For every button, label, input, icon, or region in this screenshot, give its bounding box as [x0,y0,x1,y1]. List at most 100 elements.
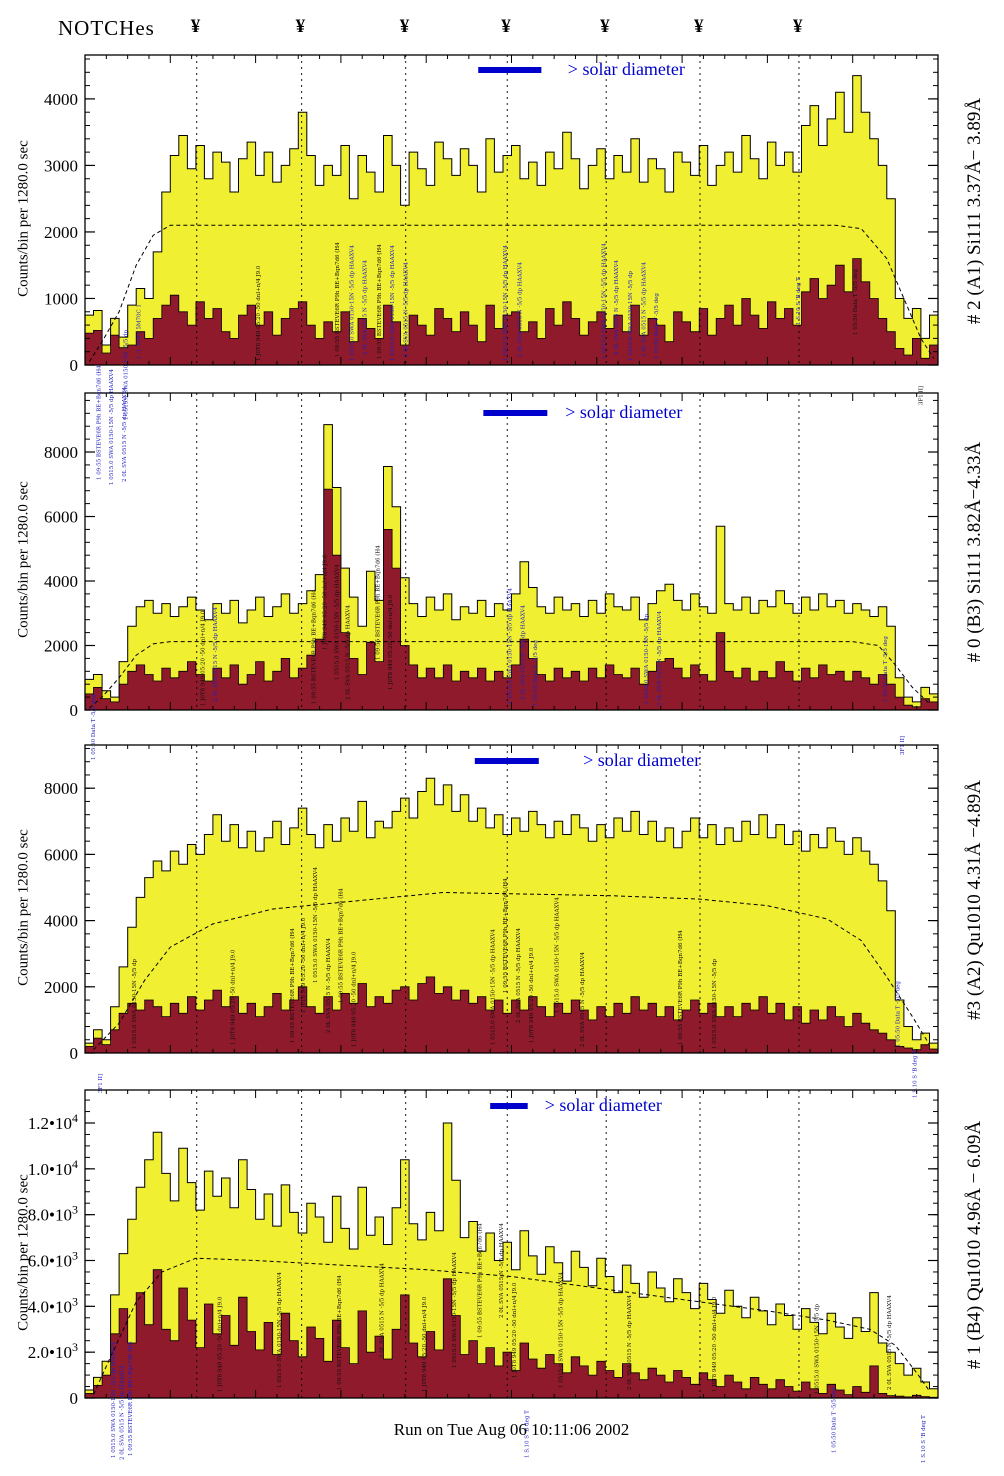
event-annotation: 2 0L SVA 0515 N -5/5 dp HAAXV4 [627,1295,633,1390]
event-annotation: 1 09:55 BSTEVE6R P9h BE+Bqn7d6 (H4 [338,888,345,1003]
y-tick-label: 0 [70,1389,79,1408]
y-tick-label: 0 [70,356,79,375]
y-axis-label-panel-1: Counts/bin per 1280.0 sec [15,140,32,297]
event-annotation: 3F1 II] [919,386,925,405]
event-annotation: 2 0L SVA 0515 N -5/5 dp HAAXV4 [122,387,128,482]
y-axis-label-panel-4: Counts/bin per 1280.0 sec [15,1174,32,1331]
run-timestamp: Run on Tue Aug 06 10:11:06 2002 [393,1420,630,1439]
y-tick-label: 4000 [44,912,78,931]
y-axis-label-panel-3: Counts/bin per 1280.0 sec [15,829,32,986]
page-title: NOTCHes [58,16,155,40]
model-curve [88,641,930,709]
y-tick-label: 1000 [44,289,78,308]
event-annotation: 2 0L SVA 0515 N -5/5 dp HAAXV4 [580,952,586,1047]
solar-diameter-bar [490,1103,528,1109]
event-annotation: 1 S.10 S 'B deg T [525,1410,531,1458]
event-annotation: 1 0515.0 SWA 0150-15N -5/5 dp HAAXV4 [390,245,396,361]
event-annotation: 1 05:50 Data T -5/5 deg [91,694,97,760]
event-annotation: 1 S.10 S 'B deg T [796,277,802,325]
event-annotation: 1 0515.0 SWA 0150-15N -5/5 dp [628,270,634,361]
panel-3-plot: 0 2000 4000 6000 8000 > solar diameter 3F1 II]… [44,744,939,1098]
channel-label-panel-1: # 2 (A1) Si111 3.37Å− 3.89Å [964,97,985,325]
event-annotation: 1 05:50 Data T -5/5 deg [883,636,889,702]
y-tick-label: 4000 [44,572,78,591]
event-annotation: 2 0L SVA 0515 N -5/5 dp HAAXV4 [345,605,351,700]
y-tick-label: 1.0•104 [28,1157,78,1179]
event-annotation: 1 0515.0 SWA 0150-15N -5/5 dp [815,1303,821,1394]
notch-marker: ¥ [600,16,610,37]
event-annotation: 2 0L SVA 0515 N -5/5 dp HAAXV4 [641,262,647,357]
event-annotation: 1 0515.0 SWA 0150-15N -5/5 dp HAAXV4 [334,564,340,680]
event-annotation: 1 0515.0 SWA 0150-15N -5/5 dp HAAXV4 [350,245,356,361]
solar-diameter-label: > solar diameter [545,1095,662,1115]
event-annotation: 1 J0T8 949 05:20 -50 dnl+n/4 J9.0 [712,1296,718,1392]
notch-marker: ¥ [190,16,201,37]
event-annotation: 1 0515.0 SWA 0150-15N -5/5 dp HAAXV4 [452,1252,458,1368]
notch-marker: ¥ [694,16,704,37]
y-axis-label-panel-2: Counts/bin per 1280.0 sec [15,481,32,638]
event-annotation: 1 J0T8 949 05:20 -50 dnl+n/4 J9.0 [301,917,307,1013]
event-annotation: 1 0515.0 SWA 0150-15N -5/5 dp HAAXV4 [111,1342,117,1458]
solar-diameter-label: > solar diameter [568,59,685,79]
event-annotation: 1 0515.0 SWA 0150-15N -5/5 dp HAAXV4 [109,369,115,485]
event-annotation: 1 0515.0 SWA 0150-15N -5/5 dp HAAXV4 [277,1272,283,1388]
y-tick-label: 8000 [44,779,78,798]
y-tick-label: 8.0•103 [28,1203,78,1225]
event-annotation: 1 05:50 Data T -5/5 deg [896,981,902,1047]
model-curve [88,224,935,362]
event-annotation: 1 09:55 BSTEVE6R P9h BE+Bqn7d6 (H4 [477,1223,484,1338]
y-tick-label: 4000 [44,90,78,109]
event-annotation: 1 J0T8 949 05:20 -50 dnl+n/4 J9.0 [529,947,535,1043]
y-tick-label: 6.0•103 [28,1249,78,1271]
panel-2-plot: 0 2000 4000 6000 8000 > solar diameter 1 05:50… [44,365,939,760]
event-annotation: 1 09:55 BSTEVE6R P9h BE+Bqn7d6 (H4 [374,545,381,660]
y-tick-label: 0 [70,701,79,720]
y-tick-label: 6000 [44,845,78,864]
y-tick-label: 4.0•103 [28,1294,78,1316]
event-annotation: 1 J0T8 949 05:20 -50 dnl+n/4 J9.0 [217,1296,223,1392]
notch-marker: ¥ [399,16,410,37]
event-annotation: 1 09:55 BSTEVE6R P9h BE+Bqn7d6 (H4 [336,1275,343,1390]
background-counts-histogram [84,976,939,1054]
event-annotation: 1 0515.0 SWA 0150-15N -5/5 dp [124,329,130,420]
panel-group: 0 2000 4000 6000 8000 > solar diameter 3F1 II]… [44,744,939,1098]
solar-diameter-bar [483,410,548,416]
solar-diameter-label: > solar diameter [565,402,682,422]
event-annotation: 1 J0T8 949 05:20 -50 dnl+n/4 J9.0 [512,1282,518,1378]
model-curve [93,1257,930,1395]
event-annotation: 2 0L SVA 0515 N -5/5 dp HAAXV4 [614,260,620,355]
panel-group: 0 2.0•103 4.0•103 6.0•103 8.0•103 1.0•104 1.2•… [28,1089,939,1463]
background-counts-histogram [84,1269,939,1399]
y-tick-label: 1.2•104 [28,1111,78,1133]
event-annotation: 1 09:55 BSTEVE6R P9h BE+Bqn7d6 (H4 [127,1341,134,1456]
y-tick-label: 2000 [44,223,78,242]
panel-1-plot: 0 1000 2000 3000 4000 > solar diameter 1 0515.… [44,54,939,420]
channel-label-panel-2: # 0 (B3) Si111 3.82Å−4.33Å [964,441,985,663]
event-annotation: 1 05:50 Data T -5/5 deg [853,269,859,335]
event-annotation: 1 09:55 BSTEVE6R P9h BE+Bqn7d6 (H4 [95,365,102,480]
event-annotation: 1 J0T8 949 05:20 -50 dnl+n/4 J9.0 [388,594,394,690]
event-annotation: 1 0515.0 SWA 0150-15N -5/5 dp HAAXV4 [601,243,607,359]
panel-4-plot: 0 2.0•103 4.0•103 6.0•103 8.0•103 1.0•104 1.2•… [28,1089,939,1463]
channel-label-panel-3: #3 (A2) Qu1010 4.31Å −4.89Å [964,780,985,1020]
panel-group: 0 1000 2000 3000 4000 > solar diameter 1 0515.… [44,54,939,420]
event-annotation: 1 09:55 BSTEVE6R P9h BE+Bqn7d6 (H4 [289,928,296,1043]
event-annotation: 2 0L SVA 0515 N -5/5 dp HAAXV4 [516,928,522,1023]
event-annotation: 2 0L SVA 0515 N -5/5 dp HAAXV4 [520,605,526,700]
event-annotation: 1 0515.0 SWA 0150-15N -5/5 dp [132,958,138,1049]
event-annotation: 1 05:50 Data T -5/5 deg [832,1387,838,1453]
solar-diameter-bar [474,758,539,764]
notch-marker: ¥ [792,16,803,37]
total-counts-histogram [84,777,939,1054]
event-annotation: 1 0515.0 SWA 0150-15N -5/5 dp HAAXV4 [508,588,514,704]
event-annotation: 1 0515.0 SWA 0150-15N -5/5 dp HAAXV4 [503,245,509,361]
total-counts-histogram [84,75,939,366]
event-annotation: 2 0L SVA 0515 N -5/5 dp HAAXV4 [403,262,409,357]
event-annotation: 1 0515.0 SWA 0150-15N -5/5 dp HAAXV4 [313,867,319,983]
solar-diameter-label: > solar diameter [583,750,700,770]
event-annotation: 2 0L SVA 0515 N -5/5 dp HAAXV4 [213,607,219,702]
event-annotation: 2 0L SVA 0515 N -5/5 dp HAAXV4 [499,1223,505,1318]
event-annotation: 2 0L SVA 0515 N -5/5 dp HAAXV4 [518,262,524,357]
y-tick-label: 8000 [44,443,78,462]
